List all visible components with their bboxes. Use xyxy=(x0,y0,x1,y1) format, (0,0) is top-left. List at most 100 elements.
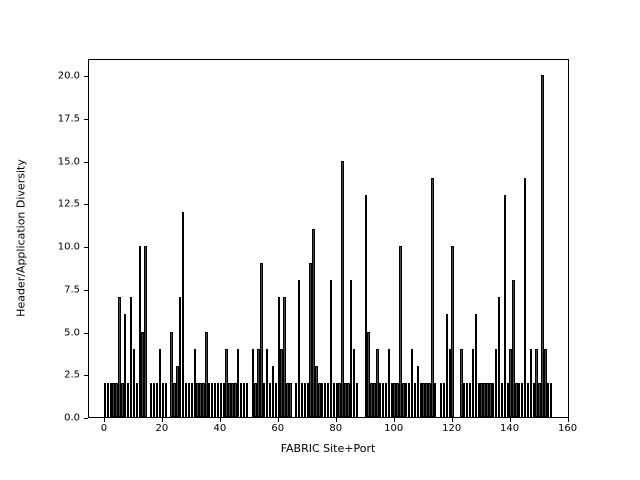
bar xyxy=(434,382,437,417)
bar xyxy=(492,382,495,417)
bar xyxy=(419,382,422,417)
bar xyxy=(274,382,278,417)
x-axis-label: FABRIC Site+Port xyxy=(280,442,376,455)
bar xyxy=(152,382,156,417)
bar xyxy=(367,331,370,417)
bar xyxy=(286,382,289,417)
bar xyxy=(121,382,124,417)
bar xyxy=(323,382,327,417)
bar xyxy=(402,382,405,417)
bar xyxy=(176,365,179,417)
y-tick xyxy=(84,247,88,249)
bar xyxy=(150,382,153,417)
bar xyxy=(170,331,173,417)
bar xyxy=(425,382,428,417)
bar xyxy=(190,382,194,417)
bar xyxy=(309,263,312,417)
x-tick xyxy=(393,418,395,422)
bar xyxy=(489,382,492,417)
bar xyxy=(239,382,243,417)
bar xyxy=(387,348,391,417)
y-axis-label: Header/Application Diversity xyxy=(14,159,28,317)
x-tick xyxy=(103,418,105,422)
bar xyxy=(396,382,399,417)
bar xyxy=(483,382,486,417)
bar xyxy=(294,382,298,417)
y-tick xyxy=(84,289,88,291)
bar xyxy=(118,297,121,417)
bar xyxy=(547,382,550,417)
bar xyxy=(254,382,257,417)
bar xyxy=(187,382,191,417)
bar xyxy=(277,297,280,417)
y-tick xyxy=(84,118,88,120)
bar xyxy=(335,382,338,417)
bar xyxy=(173,382,176,417)
bar xyxy=(338,382,341,417)
bar xyxy=(405,382,408,417)
x-tick xyxy=(161,418,163,422)
bar xyxy=(184,382,188,417)
y-tick-label: 17.5 xyxy=(57,113,80,125)
bar xyxy=(144,246,147,417)
bar xyxy=(129,297,133,417)
bar xyxy=(124,314,127,417)
bar xyxy=(266,348,269,417)
x-tick xyxy=(451,418,453,422)
bar xyxy=(535,348,538,417)
bar xyxy=(193,348,196,417)
bar xyxy=(208,382,211,417)
bar xyxy=(341,160,344,417)
bar xyxy=(196,382,199,417)
bar xyxy=(515,382,518,417)
bar xyxy=(494,348,498,417)
bar xyxy=(271,365,275,417)
x-tick xyxy=(567,418,569,422)
bar xyxy=(509,348,512,417)
bar xyxy=(393,382,396,417)
bar xyxy=(410,348,414,417)
y-tick-label: 7.5 xyxy=(64,284,80,296)
bar xyxy=(544,348,547,417)
bar xyxy=(500,382,504,417)
y-tick-label: 20.0 xyxy=(57,70,80,82)
bar xyxy=(155,382,159,417)
x-tick-label: 100 xyxy=(384,423,404,434)
bar xyxy=(222,382,225,417)
bar xyxy=(251,348,254,417)
bar xyxy=(289,382,292,417)
bar xyxy=(526,382,530,417)
bar xyxy=(318,382,321,417)
x-tick-label: 160 xyxy=(558,423,578,434)
bar xyxy=(106,382,110,417)
bar xyxy=(303,382,307,417)
bar xyxy=(448,348,451,417)
bar xyxy=(529,348,533,417)
bar xyxy=(268,382,272,417)
bar xyxy=(315,365,318,417)
bar xyxy=(329,280,333,417)
y-tick-label: 15.0 xyxy=(57,156,80,168)
bar xyxy=(512,280,515,417)
y-tick-label: 12.5 xyxy=(57,198,80,210)
bar xyxy=(439,382,443,417)
bar xyxy=(326,382,330,417)
bar xyxy=(103,382,107,417)
bar xyxy=(541,75,544,417)
bar xyxy=(486,382,489,417)
bar xyxy=(503,194,506,417)
bar xyxy=(399,246,402,417)
bar xyxy=(460,348,463,417)
bar xyxy=(300,382,304,417)
bar xyxy=(442,382,446,417)
bar xyxy=(199,382,202,417)
bar xyxy=(225,348,228,417)
y-tick xyxy=(84,204,88,206)
bar xyxy=(463,382,466,417)
bar xyxy=(381,382,385,417)
bar xyxy=(471,348,475,417)
y-tick xyxy=(84,375,88,377)
bar xyxy=(332,382,336,417)
bar xyxy=(306,382,309,417)
bar xyxy=(164,382,167,417)
